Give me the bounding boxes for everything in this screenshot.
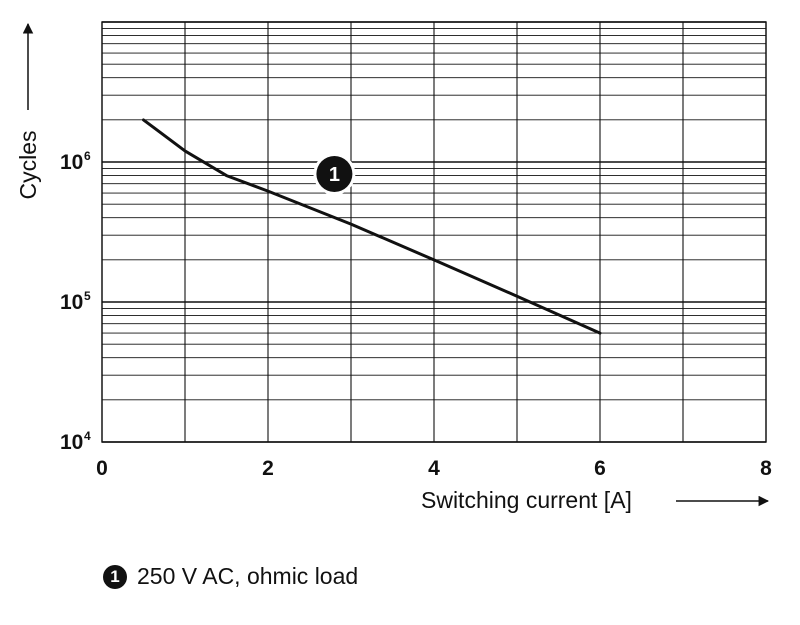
callout-marker: [316, 156, 353, 192]
x-tick-label: 6: [594, 457, 606, 480]
series: [142, 118, 602, 335]
y-tick-exponent: 5: [84, 289, 91, 303]
y-tick-exponent: 6: [84, 149, 91, 163]
grid: [101, 21, 767, 443]
x-tick-label: 0: [96, 457, 108, 480]
x-tick-label: 4: [428, 457, 440, 480]
plot-frame: [101, 21, 767, 443]
x-tick-label: 2: [262, 457, 274, 480]
series-line: [142, 118, 602, 335]
y-tick-exponent: 4: [84, 429, 91, 443]
x-axis-label: Switching current [A]: [421, 487, 632, 513]
legend-marker: 1: [103, 564, 127, 589]
annotations: 1: [313, 153, 356, 195]
y-tick-label: 10: [60, 431, 83, 454]
y-axis-label: Cycles: [15, 130, 41, 199]
legend: 1 250 V AC, ohmic load: [103, 563, 358, 590]
legend-text: 250 V AC, ohmic load: [137, 563, 359, 589]
x-tick-label: 8: [760, 457, 772, 480]
y-tick-label: 10: [60, 291, 83, 314]
y-tick-label: 10: [60, 151, 83, 174]
callout-label: 1: [329, 164, 340, 186]
